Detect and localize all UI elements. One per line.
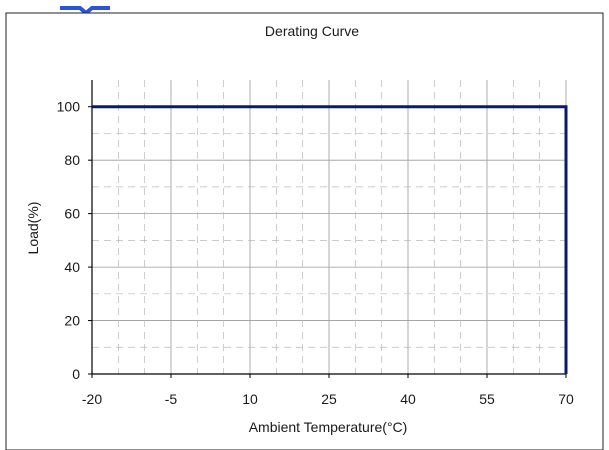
y-tick-label: 60 — [64, 206, 80, 222]
y-tick-label: 20 — [64, 313, 80, 329]
x-tick-label: -5 — [165, 391, 178, 407]
x-axis-label: Ambient Temperature(°C) — [249, 419, 408, 435]
derating-curve-line — [92, 105, 568, 374]
x-tick-label: 70 — [558, 391, 574, 407]
x-tick-label: 10 — [242, 391, 258, 407]
y-tick-label: 80 — [64, 152, 80, 168]
y-tick-label: 40 — [64, 259, 80, 275]
x-axis: -20 -5 10 25 40 55 70 — [82, 374, 574, 407]
plot-area — [92, 105, 568, 374]
y-axis: 0 20 40 60 80 100 — [57, 99, 92, 382]
x-tick-label: 25 — [321, 391, 337, 407]
chart-title: Derating Curve — [265, 23, 359, 39]
x-tick-label: 40 — [400, 391, 416, 407]
x-tick-label: -20 — [82, 391, 102, 407]
y-tick-label: 100 — [57, 99, 81, 115]
x-tick-label: 55 — [479, 391, 495, 407]
y-axis-label: Load(%) — [25, 202, 41, 255]
y-tick-label: 0 — [72, 366, 80, 382]
